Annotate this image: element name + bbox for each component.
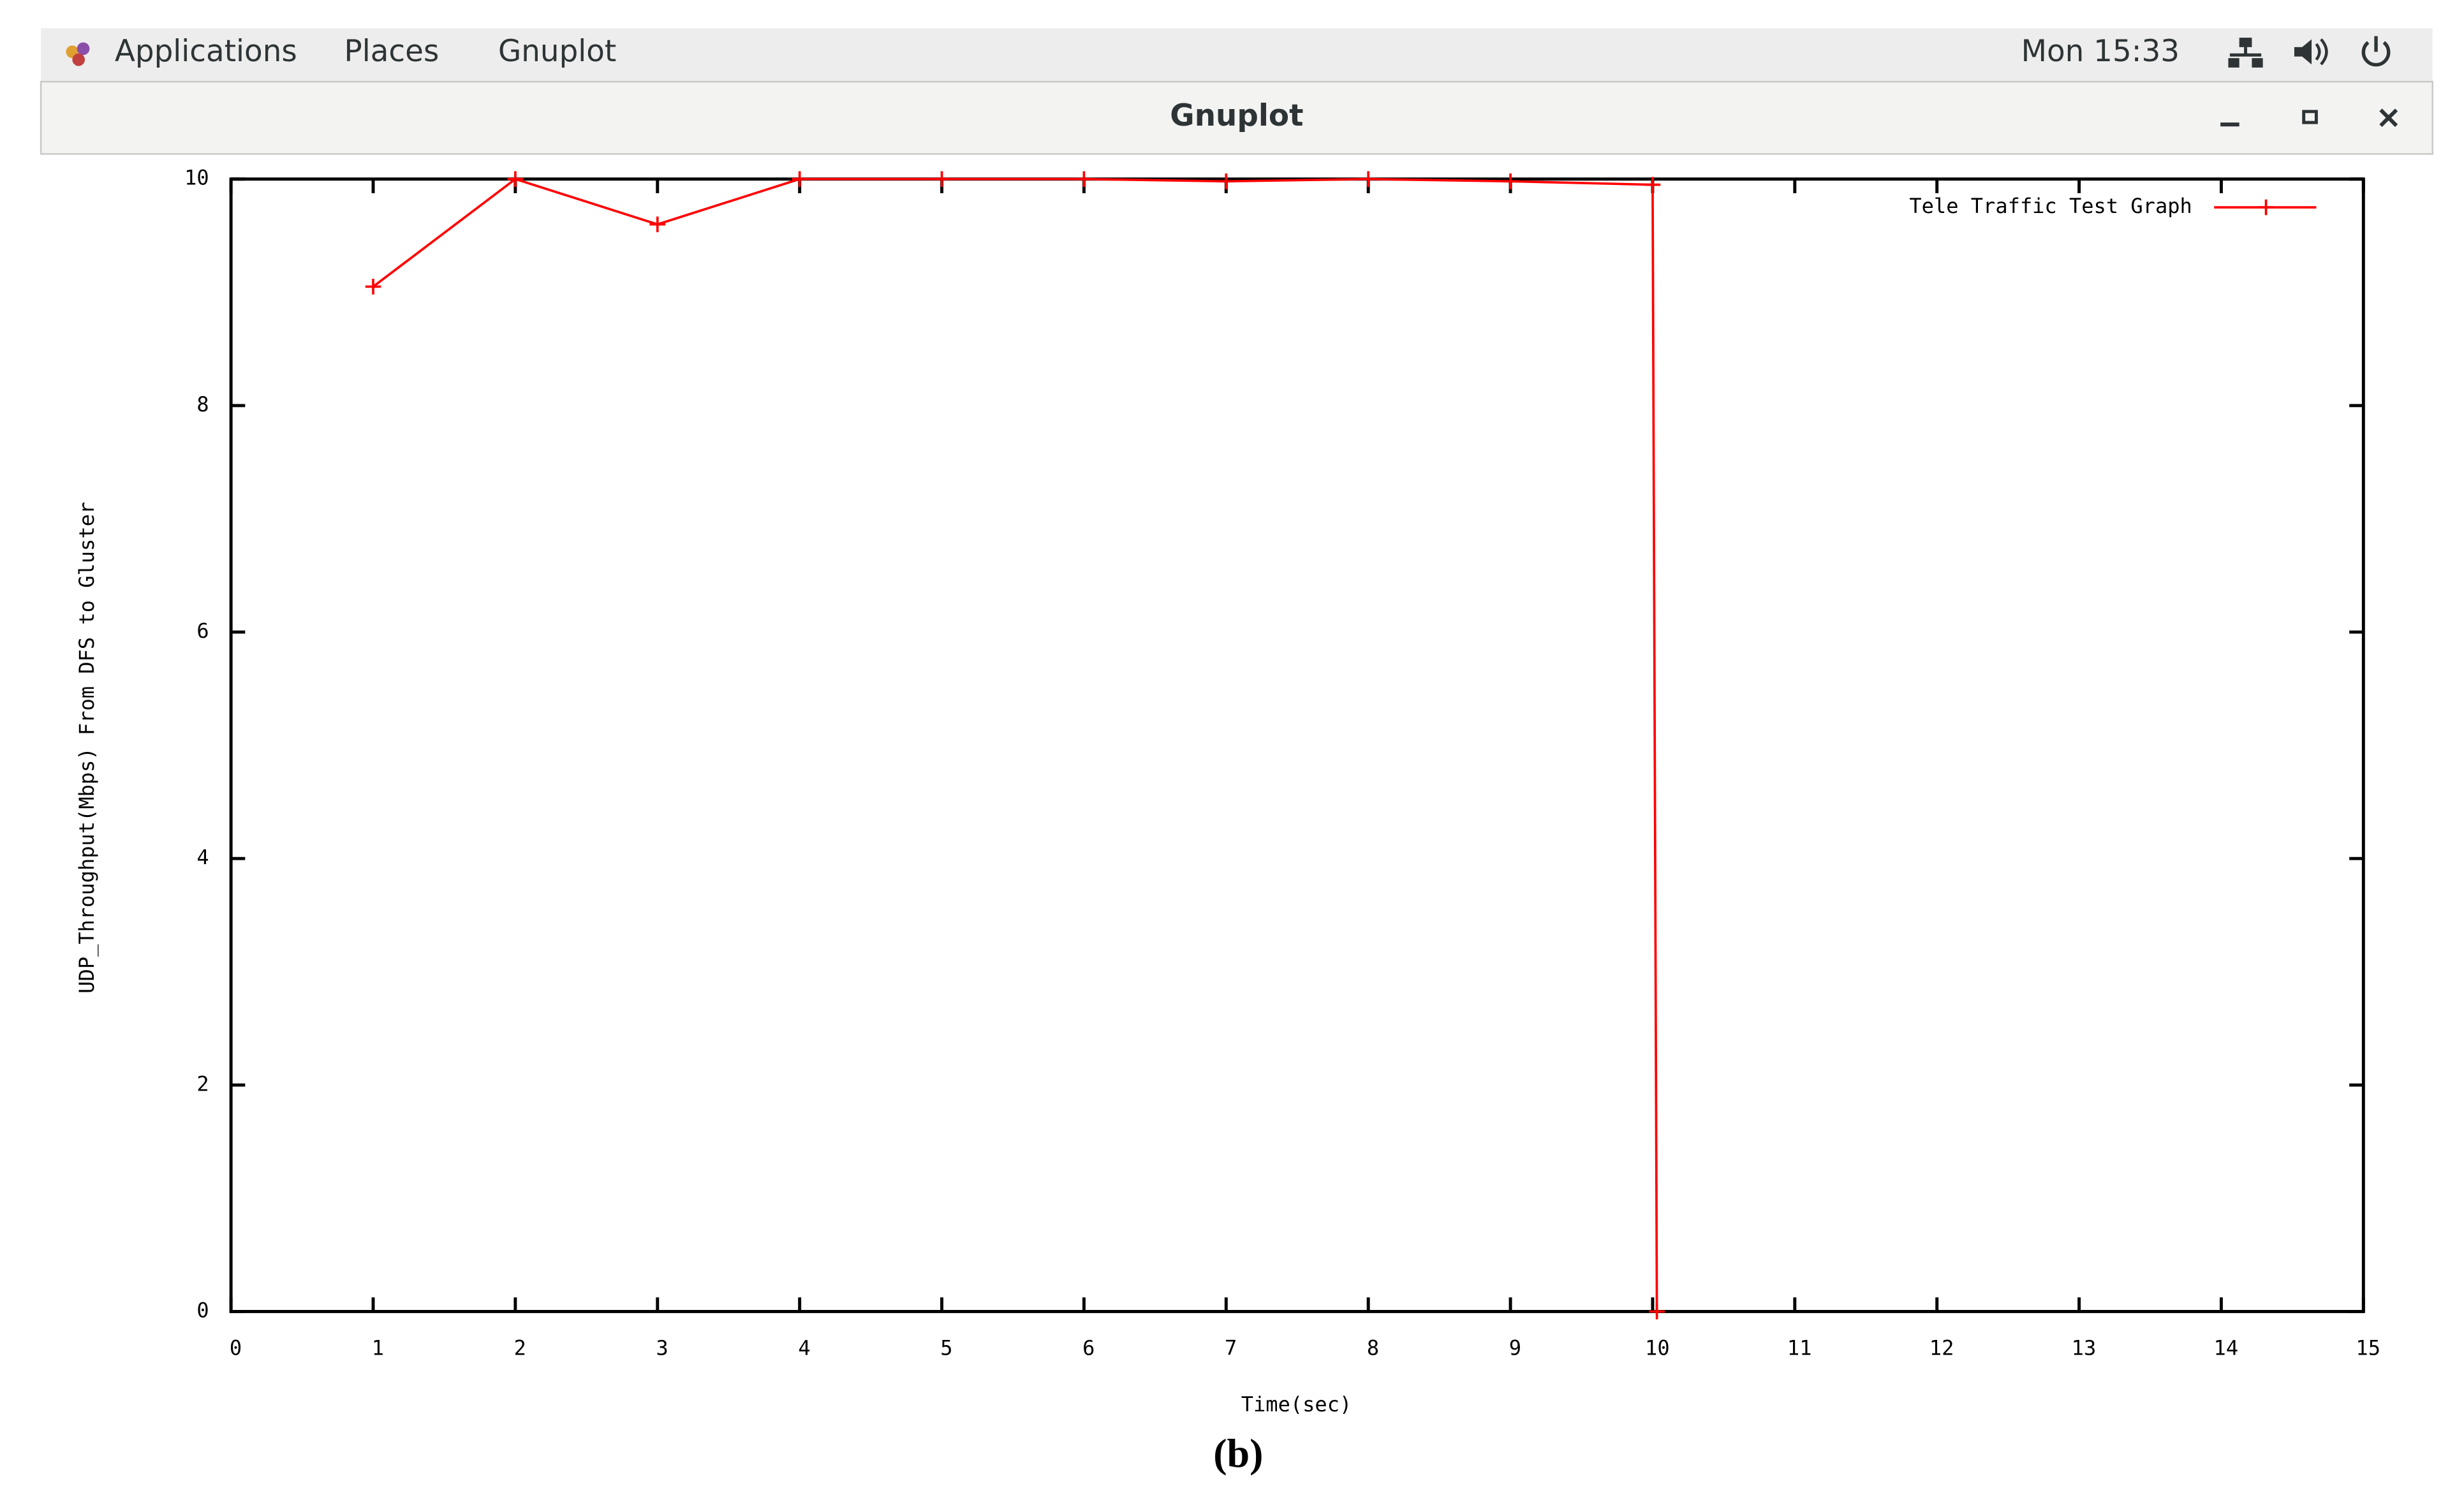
x-tick-label: 5 xyxy=(940,1336,952,1360)
point-marker xyxy=(1649,1304,1665,1320)
point-marker xyxy=(1502,173,1519,189)
menu-item[interactable]: Applications xyxy=(115,34,297,69)
x-tick-label: 12 xyxy=(1929,1336,1954,1360)
maximize-button[interactable] xyxy=(2302,110,2318,124)
plot-frame xyxy=(229,177,2365,1313)
x-tick-label: 9 xyxy=(1509,1336,1521,1360)
clock[interactable]: Mon 15:33 xyxy=(2021,34,2180,69)
window-title: Gnuplot xyxy=(1170,99,1303,133)
legend-label: Tele Traffic Test Graph xyxy=(1909,194,2192,218)
close-button[interactable] xyxy=(2379,108,2398,128)
x-tick-label: 7 xyxy=(1225,1336,1237,1360)
top-bar xyxy=(41,28,2433,82)
x-tick-label: 11 xyxy=(1787,1336,1812,1360)
x-tick-label: 14 xyxy=(2214,1336,2239,1360)
x-tick-label: 8 xyxy=(1367,1336,1379,1360)
x-tick-label: 3 xyxy=(656,1336,668,1360)
apps-icon xyxy=(66,42,90,66)
menu-item[interactable]: Gnuplot xyxy=(498,34,616,69)
point-marker xyxy=(792,171,808,188)
volume-icon[interactable] xyxy=(2294,38,2328,66)
point-marker xyxy=(649,216,666,233)
point-marker xyxy=(1360,171,1376,188)
x-axis-label: Time(sec) xyxy=(1241,1392,1352,1416)
y-tick-label: 6 xyxy=(196,619,209,643)
point-marker xyxy=(1076,171,1092,188)
x-tick-label: 2 xyxy=(514,1336,526,1360)
window-titlebar xyxy=(40,80,2433,155)
y-tick-label: 2 xyxy=(196,1071,209,1096)
y-tick-label: 4 xyxy=(196,845,209,869)
x-tick-label: 0 xyxy=(230,1336,242,1360)
legend-marker xyxy=(2258,199,2274,216)
data-line xyxy=(372,177,1658,1312)
network-icon[interactable] xyxy=(2228,38,2263,68)
x-tick-label: 13 xyxy=(2072,1336,2097,1360)
y-axis-label: UDP_Throughput(Mbps) From DFS to Gluster xyxy=(75,502,99,994)
point-marker xyxy=(365,279,381,295)
point-marker xyxy=(1218,173,1234,189)
point-marker xyxy=(1644,177,1661,193)
x-tick-label: 10 xyxy=(1645,1336,1670,1360)
y-tick-label: 10 xyxy=(184,166,209,190)
y-tick-label: 0 xyxy=(196,1298,209,1322)
minimize-button[interactable] xyxy=(2220,122,2239,127)
y-tick-label: 8 xyxy=(196,392,209,416)
x-tick-label: 15 xyxy=(2356,1336,2380,1360)
x-tick-label: 4 xyxy=(798,1336,810,1360)
menu-item[interactable]: Places xyxy=(344,34,439,69)
caption: (b) xyxy=(1213,1430,1263,1476)
power-icon[interactable] xyxy=(2361,36,2391,67)
point-marker xyxy=(934,171,950,188)
x-tick-label: 1 xyxy=(372,1336,384,1360)
point-marker xyxy=(507,171,524,188)
x-tick-label: 6 xyxy=(1082,1336,1095,1360)
